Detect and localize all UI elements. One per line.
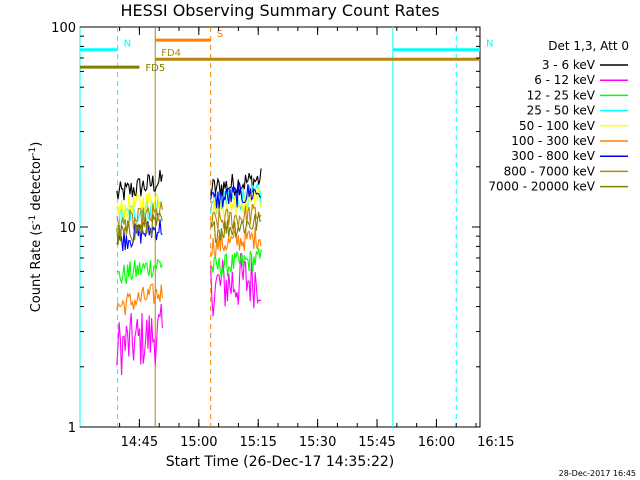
- x-tick-label-1: 15:00: [180, 435, 217, 450]
- legend-label-3: 25 - 50 keV: [527, 104, 596, 118]
- legend-label-1: 6 - 12 keV: [534, 73, 596, 87]
- x-tick-label-0: 14:45: [121, 435, 158, 450]
- series-trace-6-1: [210, 181, 262, 209]
- y-axis-label-main: Count Rate (s: [29, 224, 44, 313]
- series-trace-5-0: [116, 283, 163, 316]
- y-axis-label-end: ): [29, 142, 44, 147]
- series-trace-2-0: [116, 258, 163, 285]
- y-axis-label-sup1: -1: [28, 215, 38, 224]
- legend-label-0: 3 - 6 keV: [542, 58, 596, 72]
- x-tick-label-2: 15:15: [239, 435, 276, 450]
- series-trace-4-0: [116, 192, 163, 221]
- legend-label-5: 100 - 300 keV: [511, 134, 595, 148]
- flag-label-0: N: [124, 39, 131, 50]
- chart-title: HESSI Observing Summary Count Rates: [120, 1, 439, 20]
- y-tick-label-0: 1: [68, 421, 76, 436]
- series-trace-8-1: [210, 211, 262, 243]
- series-trace-8-0: [116, 212, 163, 246]
- flag-label-2: S: [217, 29, 223, 40]
- axes-layer: 14:45 15:00 15:15 15:30 15:45 16:00 16:15 1 10 10…: [51, 21, 514, 450]
- flag-label-4: FD5: [145, 63, 165, 74]
- series-trace-0-0: [116, 169, 163, 201]
- series-trace-7-1: [210, 204, 262, 230]
- series-layer: [116, 168, 262, 376]
- y-axis-label-sup2: -1: [28, 147, 38, 156]
- flags-layer: N N S FD4 FD5: [80, 29, 493, 74]
- x-tick-label-5: 16:00: [418, 435, 455, 450]
- timestamp: 28-Dec-2017 16:45: [559, 469, 636, 478]
- y-tick-label-2: 100: [51, 21, 76, 36]
- series-trace-1-0: [116, 303, 163, 376]
- series-trace-2-1: [210, 248, 262, 278]
- x-axis-label: Start Time (26-Dec-17 14:35:22): [166, 454, 394, 470]
- y-axis-label-mid: detector: [29, 155, 44, 215]
- legend-label-2: 12 - 25 keV: [527, 88, 596, 102]
- series-trace-7-0: [116, 202, 163, 236]
- flag-label-3: FD4: [161, 48, 181, 59]
- series-trace-6-0: [116, 219, 163, 252]
- x-tick-label-3: 15:30: [299, 435, 336, 450]
- flag-label-1: N: [486, 39, 493, 50]
- series-trace-1-1: [210, 253, 262, 317]
- legend-label-4: 50 - 100 keV: [519, 119, 596, 133]
- legend-header: Det 1,3, Att 0: [548, 39, 629, 53]
- legend-label-6: 300 - 800 keV: [511, 149, 595, 163]
- x-tick-label-6: 16:15: [477, 435, 514, 450]
- y-tick-label-1: 10: [59, 221, 76, 236]
- legend-label-7: 800 - 7000 keV: [504, 164, 596, 178]
- y-axis-label: Count Rate (s-1 detector-1): [28, 142, 44, 313]
- legend-label-8: 7000 - 20000 keV: [488, 180, 595, 194]
- x-tick-label-4: 15:45: [358, 435, 395, 450]
